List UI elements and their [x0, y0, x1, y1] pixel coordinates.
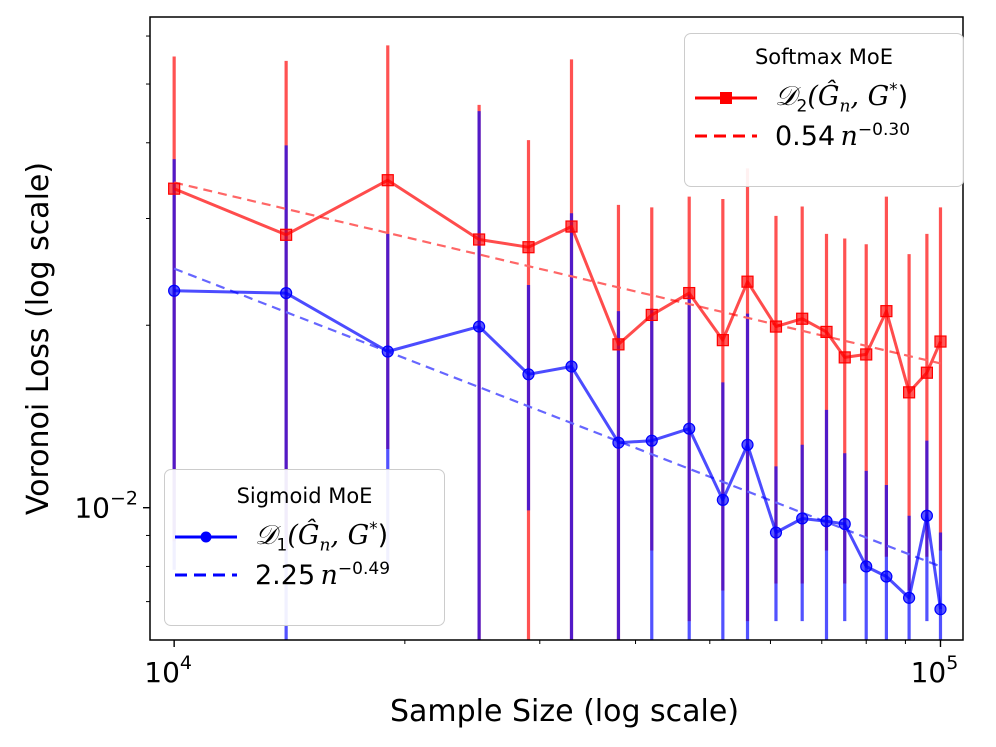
legend-swatch-circle-icon: [175, 531, 237, 543]
legend-symbol: 𝒟: [775, 81, 797, 112]
legend-entry-d1: 𝒟1(Ĝn, G*): [165, 519, 444, 555]
data-point-softmax: [645, 308, 658, 322]
data-point-softmax: [934, 335, 947, 348]
fit-coef: 2.25: [255, 560, 316, 592]
data-point-sigmoid: [820, 515, 833, 528]
fit-lines-layer: [173, 181, 941, 568]
data-point-softmax: [838, 351, 851, 364]
x-axis: 104 105: [144, 640, 958, 689]
data-point-sigmoid: [473, 320, 486, 333]
legend-args-subscript: n: [319, 535, 331, 556]
series-line-softmax: [173, 178, 942, 394]
data-point-sigmoid: [796, 512, 809, 525]
legend-entry-sigmoid-fit: 2.25 n−0.49: [165, 559, 444, 591]
legend-args: (Ĝ: [287, 520, 320, 551]
legend-close: ): [377, 520, 389, 551]
legend-sigmoid: Sigmoid MoE 𝒟1(Ĝn, G*) 2.25 n−0.49: [164, 469, 445, 626]
data-point-sigmoid: [612, 436, 625, 449]
data-point-sigmoid: [860, 560, 873, 573]
data-point-sigmoid: [645, 434, 658, 447]
data-point-softmax: [860, 348, 873, 361]
legend-symbol: 𝒟: [255, 520, 277, 551]
data-point-sigmoid: [769, 526, 783, 539]
data-point-softmax: [716, 334, 729, 347]
legend-swatch-dashed-icon: [175, 573, 237, 577]
fit-line-sigmoid: [173, 267, 941, 568]
data-point-softmax: [796, 312, 809, 325]
legend-tail: , G: [850, 81, 890, 112]
legend-args: (Ĝ: [807, 81, 840, 112]
legend-softmax: Softmax MoE 𝒟2(Ĝn, G*) 0.54 n−0.30: [684, 33, 964, 187]
data-point-softmax: [381, 174, 394, 187]
data-point-softmax: [741, 275, 754, 288]
legend-title: Softmax MoE: [754, 45, 894, 69]
legend-subscript: 1: [276, 535, 288, 556]
series-markers-layer: [168, 174, 947, 616]
error-bars-layer: [172, 45, 943, 640]
data-point-sigmoid: [741, 438, 754, 451]
y-axis-label: Voronoi Loss (log scale): [21, 162, 56, 515]
x-tick-label: 105: [911, 652, 959, 689]
data-point-sigmoid: [565, 360, 578, 373]
data-point-softmax: [683, 286, 696, 300]
data-point-sigmoid: [683, 422, 696, 435]
legend-subscript: 2: [796, 96, 808, 117]
data-point-sigmoid: [522, 368, 535, 381]
data-point-sigmoid: [280, 286, 293, 300]
legend-superscript: *: [889, 80, 898, 100]
legend-entry-d2: 𝒟2(Ĝn, G*): [685, 80, 963, 116]
legend-title: Sigmoid MoE: [236, 484, 373, 508]
legend-tail: , G: [330, 520, 370, 551]
fit-line-softmax: [173, 181, 941, 365]
fit-exponent: −0.30: [857, 120, 911, 141]
fit-coef: 0.54: [775, 121, 836, 153]
data-point-sigmoid: [838, 517, 851, 531]
data-point-softmax: [168, 182, 181, 195]
data-point-sigmoid: [381, 345, 394, 358]
data-point-softmax: [902, 386, 916, 399]
data-point-softmax: [880, 305, 893, 318]
data-point-softmax: [612, 338, 625, 351]
legend-superscript: *: [369, 519, 378, 539]
data-point-sigmoid: [934, 603, 947, 616]
y-axis: 10−2: [74, 35, 150, 603]
legend-swatch-square-icon: [695, 92, 757, 105]
x-axis-label: Sample Size (log scale): [390, 694, 739, 729]
data-point-softmax: [280, 228, 293, 241]
data-point-softmax: [522, 241, 535, 254]
legend-swatch-dashed-icon: [695, 134, 757, 138]
data-point-softmax: [769, 320, 783, 333]
legend-args-subscript: n: [839, 96, 851, 117]
data-point-softmax: [820, 325, 833, 339]
plot-frame: [149, 16, 964, 641]
legend-close: ): [897, 81, 909, 112]
data-point-softmax: [565, 220, 578, 233]
fit-exponent: −0.49: [337, 559, 391, 580]
data-point-sigmoid: [168, 284, 181, 297]
y-tick-label: 10−2: [74, 488, 138, 525]
x-tick-label: 104: [144, 652, 192, 689]
legend-entry-softmax-fit: 0.54 n−0.30: [685, 120, 963, 152]
data-point-sigmoid: [920, 509, 933, 522]
data-point-sigmoid: [716, 493, 729, 507]
data-point-softmax: [920, 366, 933, 379]
data-point-sigmoid: [880, 570, 893, 583]
data-point-sigmoid: [902, 591, 916, 604]
data-point-softmax: [473, 233, 486, 246]
